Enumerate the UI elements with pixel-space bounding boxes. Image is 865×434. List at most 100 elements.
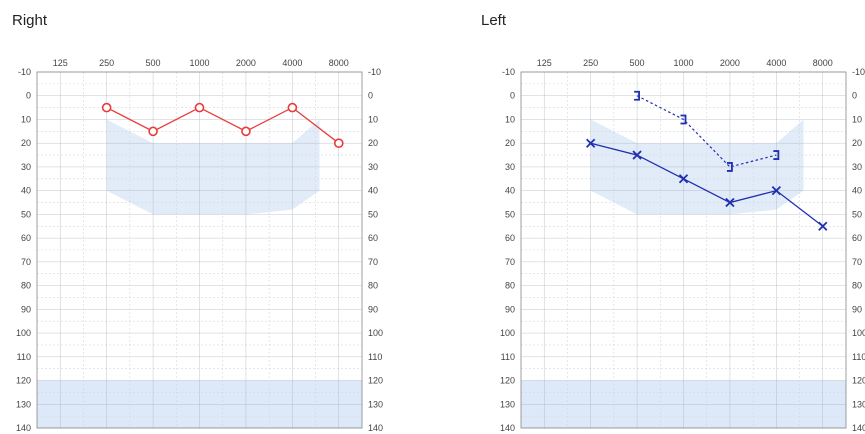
right-y-tick-label-right: 40 (368, 186, 378, 196)
right-y-tick-label-right: 10 (368, 114, 378, 124)
right-y-tick-label-right: 80 (368, 281, 378, 291)
left-x-tick-label: 8000 (813, 58, 833, 68)
left-point-x (632, 150, 642, 160)
right-y-tick-label: 30 (21, 162, 31, 172)
right-y-tick-label: 140 (16, 423, 31, 433)
right-ear-title: Right (12, 12, 48, 29)
left-point-x (586, 138, 596, 148)
left-point-x (678, 174, 689, 184)
right-y-tick-label-right: 30 (368, 162, 378, 172)
left-y-tick-label-right: 0 (852, 91, 857, 101)
left-y-tick-label: 10 (505, 114, 515, 124)
right-y-tick-label: 40 (21, 186, 31, 196)
left-y-tick-label-right: 50 (852, 209, 862, 219)
left-point-x-stroke (725, 197, 735, 208)
left-y-tick-label: 90 (505, 304, 515, 314)
left-y-tick-label: 30 (505, 162, 515, 172)
left-y-tick-label: 120 (500, 376, 515, 386)
right-y-tick-label-right: 60 (368, 233, 378, 243)
left-y-tick-label: 100 (500, 328, 515, 338)
right-x-tick-label: 125 (53, 58, 68, 68)
right-x-tick-label: 4000 (282, 58, 302, 68)
right-plot-frame (36, 71, 363, 429)
left-point-bracket (726, 162, 733, 172)
left-point-bracket (773, 150, 780, 160)
right-x-tick-label: 8000 (329, 58, 349, 68)
left-y-tick-label: 80 (505, 281, 515, 291)
left-y-tick-label-right: 140 (852, 423, 865, 433)
left-y-tick-label: 0 (510, 91, 515, 101)
left-plot-frame (520, 71, 847, 429)
right-y-tick-label: 130 (16, 399, 31, 409)
right-y-tick-label-right: 110 (368, 352, 382, 362)
right-y-tick-label: 100 (16, 328, 31, 338)
left-point-x (771, 186, 781, 196)
right-y-tick-label-right: 20 (368, 138, 378, 148)
left-y-tick-label: 50 (505, 209, 515, 219)
left-y-tick-label-right: 110 (852, 352, 865, 362)
right-y-tick-label-right: 140 (368, 423, 383, 433)
left-point-x-stroke (818, 221, 828, 231)
right-point-circle (333, 138, 344, 148)
right-y-tick-label-right: 0 (368, 91, 373, 101)
right-y-tick-label-right: 70 (368, 257, 378, 267)
right-y-tick-label: 120 (16, 376, 31, 386)
left-ear-title: Left (481, 12, 507, 29)
right-y-tick-label: 110 (17, 352, 31, 362)
right-y-tick-label: 10 (21, 114, 31, 124)
left-y-tick-label: 60 (505, 233, 515, 243)
right-point-circle (101, 102, 112, 113)
right-y-tick-label: 60 (21, 233, 31, 243)
left-y-tick-label-right: 20 (852, 138, 862, 148)
left-y-tick-label-right: -10 (852, 67, 865, 77)
right-y-tick-label-right: 50 (368, 209, 378, 219)
right-y-tick-label-right: -10 (368, 67, 381, 77)
right-point-circle (287, 102, 298, 113)
left-x-tick-label: 2000 (720, 58, 740, 68)
left-point-x-stroke (771, 186, 781, 196)
right-y-tick-label: 80 (21, 281, 31, 291)
left-y-tick-label-right: 60 (852, 233, 862, 243)
right-y-tick-label: 50 (21, 209, 31, 219)
left-point-bracket (680, 114, 687, 125)
right-x-tick-label: 500 (146, 58, 161, 68)
left-y-tick-label: 40 (505, 186, 515, 196)
right-y-tick-label-right: 130 (368, 399, 383, 409)
left-point-x-stroke (632, 150, 642, 160)
left-x-tick-label: 500 (630, 58, 645, 68)
left-point-bracket (634, 90, 640, 101)
right-x-tick-label: 1000 (189, 58, 209, 68)
left-point-x (818, 221, 828, 231)
right-point-circle (194, 102, 205, 113)
left-point-x (725, 197, 735, 208)
right-y-tick-label-right: 90 (368, 304, 378, 314)
left-y-tick-label: 20 (505, 138, 515, 148)
left-y-tick-label: 70 (505, 257, 515, 267)
right-x-tick-label: 250 (99, 58, 114, 68)
left-y-tick-label-right: 30 (852, 162, 862, 172)
right-x-tick-label: 2000 (236, 58, 256, 68)
left-y-tick-label: 110 (501, 352, 515, 362)
left-series-1-line (636, 95, 777, 168)
left-series-0-line (590, 142, 824, 227)
right-y-tick-label: 0 (26, 91, 31, 101)
left-x-tick-label: 4000 (766, 58, 786, 68)
left-y-tick-label-right: 80 (852, 281, 862, 291)
left-y-tick-label-right: 120 (852, 376, 865, 386)
right-y-tick-label-right: 120 (368, 376, 383, 386)
left-y-tick-label-right: 70 (852, 257, 862, 267)
right-y-tick-label: 70 (21, 257, 31, 267)
left-point-x-stroke (678, 174, 689, 184)
left-y-tick-label: 130 (500, 399, 515, 409)
right-y-tick-label: 20 (21, 138, 31, 148)
left-y-tick-label-right: 10 (852, 114, 862, 124)
left-y-tick-label: 140 (500, 423, 515, 433)
left-y-tick-label: -10 (502, 67, 515, 77)
left-x-tick-label: 1000 (673, 58, 693, 68)
left-point-x-stroke (586, 138, 596, 148)
left-y-tick-label-right: 100 (852, 328, 865, 338)
right-y-tick-label: -10 (18, 67, 31, 77)
right-y-tick-label-right: 100 (368, 328, 383, 338)
